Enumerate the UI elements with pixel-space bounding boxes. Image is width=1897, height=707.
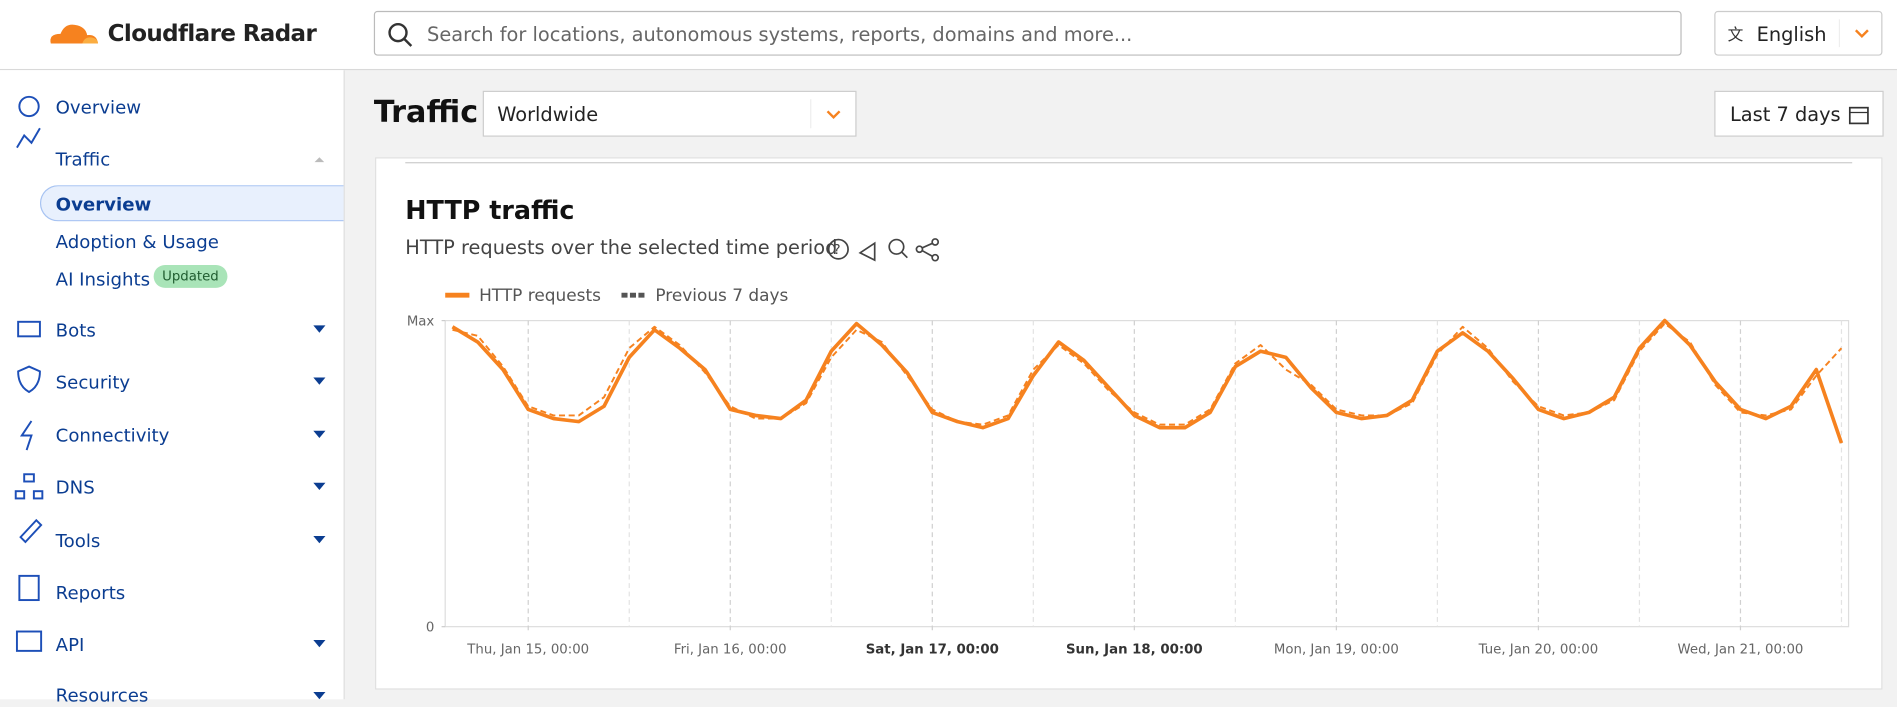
date-range[interactable]: Last 7 days: [1714, 90, 1884, 137]
collapse-caret: [314, 157, 325, 163]
x-tick-label: Thu, Jan 15, 00:00: [466, 642, 589, 657]
nav-item[interactable]: Bots: [55, 319, 96, 342]
search-box[interactable]: Search for locations, autonomous systems…: [373, 10, 1682, 56]
svg-text:文: 文: [1728, 25, 1744, 44]
plot-frame: [444, 319, 1850, 628]
lang-icon: 文: [1728, 25, 1744, 44]
x-tick-label: Tue, Jan 20, 00:00: [1478, 642, 1599, 657]
search-placeholder: Search for locations, autonomous systems…: [427, 22, 1133, 46]
caret: [313, 535, 326, 544]
location: Worldwide: [497, 102, 599, 126]
sidebar-icons: [14, 95, 44, 652]
divider: [405, 162, 1853, 164]
caret: [313, 482, 326, 490]
x-tick-label: Wed, Jan 21, 00:00: [1678, 642, 1804, 657]
language: English: [1756, 22, 1827, 46]
calendar-icon: [1848, 106, 1869, 125]
card-actions[interactable]: ?: [826, 236, 942, 265]
chart-card: [375, 157, 1883, 690]
range: Last 7 days: [1730, 102, 1841, 126]
nav-subitem[interactable]: AI Insights: [55, 268, 151, 291]
nav-item[interactable]: Security: [55, 371, 131, 394]
logo: [50, 24, 98, 44]
x-tick-label: Mon, Jan 19, 00:00: [1274, 642, 1399, 657]
y-tick-label: Max: [407, 314, 435, 329]
y-tick-label: 0: [426, 621, 434, 636]
nav-subitem[interactable]: Overview: [55, 193, 152, 216]
location-select[interactable]: Worldwide: [482, 90, 857, 137]
card-title: HTTP traffic: [405, 195, 575, 226]
header: Cloudflare Radar Search for locations, a…: [0, 0, 1897, 71]
card-subtitle: HTTP requests over the selected time per…: [405, 235, 838, 259]
dropdown-caret: [810, 99, 841, 129]
legend-label: HTTP requests: [479, 285, 601, 305]
brand[interactable]: Cloudflare Radar: [107, 20, 317, 48]
language-select[interactable]: 文 English: [1714, 10, 1883, 56]
search-icon: [388, 22, 413, 47]
caret: [313, 692, 326, 700]
nav-item[interactable]: Overview: [55, 96, 142, 119]
caret: [313, 377, 326, 385]
x-tick-label: Fri, Jan 16, 00:00: [674, 642, 787, 657]
page-title: Traffic: [373, 94, 479, 130]
x-tick-label: Sat, Jan 17, 00:00: [866, 642, 999, 657]
caret: [313, 430, 326, 438]
nav-item[interactable]: API: [55, 633, 85, 656]
nav-item[interactable]: Connectivity: [55, 424, 170, 447]
series-line: [451, 318, 1844, 444]
nav-item[interactable]: Traffic: [55, 148, 111, 171]
sidebar: Overview Traffic Overview Adoption & Usa…: [0, 70, 345, 707]
series-line: [452, 322, 1843, 426]
nav-item[interactable]: Reports: [55, 581, 126, 604]
x-tick-label: Sun, Jan 18, 00:00: [1066, 642, 1203, 657]
caret: [313, 325, 326, 333]
nav-item[interactable]: Tools: [55, 529, 101, 552]
nav-subitem[interactable]: Adoption & Usage: [55, 231, 219, 253]
caret: [313, 639, 326, 648]
dropdown-caret: [1838, 19, 1869, 48]
selected-highlight: [39, 185, 344, 222]
legend-label: Previous 7 days: [655, 285, 788, 305]
nav-item[interactable]: DNS: [55, 476, 95, 499]
badge: Updated: [153, 264, 228, 288]
svg-text:?: ?: [834, 243, 841, 258]
